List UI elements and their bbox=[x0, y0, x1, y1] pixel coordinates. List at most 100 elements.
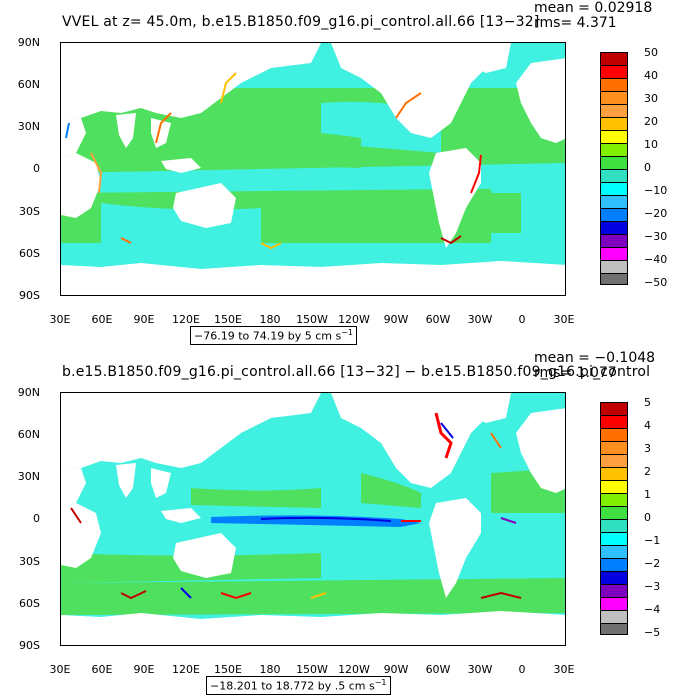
colorbar-cell bbox=[600, 221, 628, 235]
lon-label: 90E bbox=[133, 313, 155, 326]
colorbar-cell bbox=[600, 260, 628, 274]
colorbar-cell bbox=[600, 182, 628, 196]
colorbar-label: 0 bbox=[644, 161, 651, 174]
colorbar-cell bbox=[600, 532, 628, 546]
colorbar-label: −40 bbox=[644, 253, 668, 266]
top-range-text: −76.19 to 74.19 by 5 cm s bbox=[194, 329, 342, 343]
colorbar-label: −20 bbox=[644, 207, 668, 220]
lat-label: 90S bbox=[19, 289, 40, 302]
lat-label: 60S bbox=[19, 597, 40, 610]
colorbar-cell bbox=[600, 273, 628, 285]
colorbar-cell bbox=[600, 597, 628, 611]
bottom-colorbar bbox=[600, 402, 628, 635]
bottom-map-title: b.e15.B1850.f09_g16.pi_control.all.66 [1… bbox=[62, 364, 651, 380]
colorbar-label: −3 bbox=[644, 580, 661, 593]
top-map-field bbox=[61, 43, 565, 295]
lat-label: 30N bbox=[17, 470, 40, 483]
lat-label: 30S bbox=[19, 555, 40, 568]
lon-label: 150E bbox=[214, 313, 242, 326]
bottom-map-panel: b.e15.B1850.f09_g16.pi_control.all.66 [1… bbox=[0, 350, 700, 700]
lat-label: 60N bbox=[17, 78, 40, 91]
lat-label: 0 bbox=[33, 162, 40, 175]
colorbar-cell bbox=[600, 208, 628, 222]
top-colorbar bbox=[600, 52, 628, 285]
colorbar-cell bbox=[600, 506, 628, 520]
colorbar-cell bbox=[600, 454, 628, 468]
colorbar-label: −50 bbox=[644, 276, 668, 289]
bottom-range-text: −18.201 to 18.772 by .5 cm s bbox=[210, 679, 375, 693]
lat-label: 30N bbox=[17, 120, 40, 133]
colorbar-label: 10 bbox=[644, 138, 658, 151]
colorbar-cell bbox=[600, 130, 628, 144]
lon-label: 60E bbox=[91, 663, 113, 676]
bottom-map-mean: mean = −0.1048 bbox=[534, 350, 656, 366]
lon-label: 180 bbox=[259, 313, 281, 326]
colorbar-cell bbox=[600, 493, 628, 507]
colorbar-cell bbox=[600, 143, 628, 157]
top-range-sup: −1 bbox=[341, 328, 354, 337]
colorbar-cell bbox=[600, 402, 628, 416]
lat-label: 0 bbox=[33, 512, 40, 525]
lon-label: 0 bbox=[518, 313, 526, 326]
colorbar-label: 50 bbox=[644, 46, 658, 59]
lat-label: 90N bbox=[17, 386, 40, 399]
colorbar-label: 3 bbox=[644, 442, 651, 455]
lon-label: 60E bbox=[91, 313, 113, 326]
lon-label: 30E bbox=[49, 663, 71, 676]
colorbar-cell bbox=[600, 519, 628, 533]
lon-label: 120E bbox=[172, 313, 200, 326]
colorbar-cell bbox=[600, 52, 628, 66]
lon-label: 120W bbox=[338, 663, 370, 676]
colorbar-cell bbox=[600, 480, 628, 494]
colorbar-cell bbox=[600, 610, 628, 624]
lon-label: 60W bbox=[425, 313, 451, 326]
top-contour-range: −76.19 to 74.19 by 5 cm s−1 bbox=[190, 326, 358, 345]
colorbar-label: 0 bbox=[644, 511, 651, 524]
colorbar-label: −5 bbox=[644, 626, 661, 639]
colorbar-label: 4 bbox=[644, 419, 651, 432]
lat-label: 60N bbox=[17, 428, 40, 441]
colorbar-cell bbox=[600, 156, 628, 170]
colorbar-label: −30 bbox=[644, 230, 668, 243]
colorbar-cell bbox=[600, 623, 628, 635]
colorbar-cell bbox=[600, 584, 628, 598]
bottom-map-plot bbox=[60, 392, 566, 646]
lon-label: 0 bbox=[518, 663, 526, 676]
colorbar-label: 30 bbox=[644, 92, 658, 105]
bottom-map-field bbox=[61, 393, 565, 645]
colorbar-label: −10 bbox=[644, 184, 668, 197]
colorbar-cell bbox=[600, 441, 628, 455]
top-map-mean: mean = 0.02918 bbox=[534, 0, 653, 16]
top-map-panel: VVEL at z= 45.0m, b.e15.B1850.f09_g16.pi… bbox=[17, 0, 668, 345]
colorbar-cell bbox=[600, 571, 628, 585]
colorbar-cell bbox=[600, 247, 628, 261]
lon-label: 90E bbox=[133, 663, 155, 676]
colorbar-cell bbox=[600, 65, 628, 79]
colorbar-label: −4 bbox=[644, 603, 661, 616]
bottom-contour-range: −18.201 to 18.772 by .5 cm s−1 bbox=[206, 676, 391, 695]
lat-label: 90S bbox=[19, 639, 40, 652]
colorbar-label: −2 bbox=[644, 557, 661, 570]
lon-label: 30E bbox=[553, 313, 575, 326]
colorbar-label: 20 bbox=[644, 115, 658, 128]
lat-label: 30S bbox=[19, 205, 40, 218]
bottom-range-sup: −1 bbox=[374, 678, 387, 687]
colorbar-cell bbox=[600, 415, 628, 429]
lon-label: 90W bbox=[383, 313, 409, 326]
colorbar-cell bbox=[600, 195, 628, 209]
colorbar-cell bbox=[600, 104, 628, 118]
lon-label: 120W bbox=[338, 313, 370, 326]
colorbar-cell bbox=[600, 117, 628, 131]
colorbar-label: 1 bbox=[644, 488, 651, 501]
colorbar-cell bbox=[600, 467, 628, 481]
colorbar-label: 5 bbox=[644, 396, 651, 409]
colorbar-cell bbox=[600, 91, 628, 105]
colorbar-cell bbox=[600, 234, 628, 248]
lon-label: 150E bbox=[214, 663, 242, 676]
colorbar-cell bbox=[600, 428, 628, 442]
colorbar-label: 40 bbox=[644, 69, 658, 82]
top-map-plot bbox=[60, 42, 566, 296]
colorbar-cell bbox=[600, 78, 628, 92]
lon-label: 30E bbox=[553, 663, 575, 676]
colorbar-cell bbox=[600, 169, 628, 183]
